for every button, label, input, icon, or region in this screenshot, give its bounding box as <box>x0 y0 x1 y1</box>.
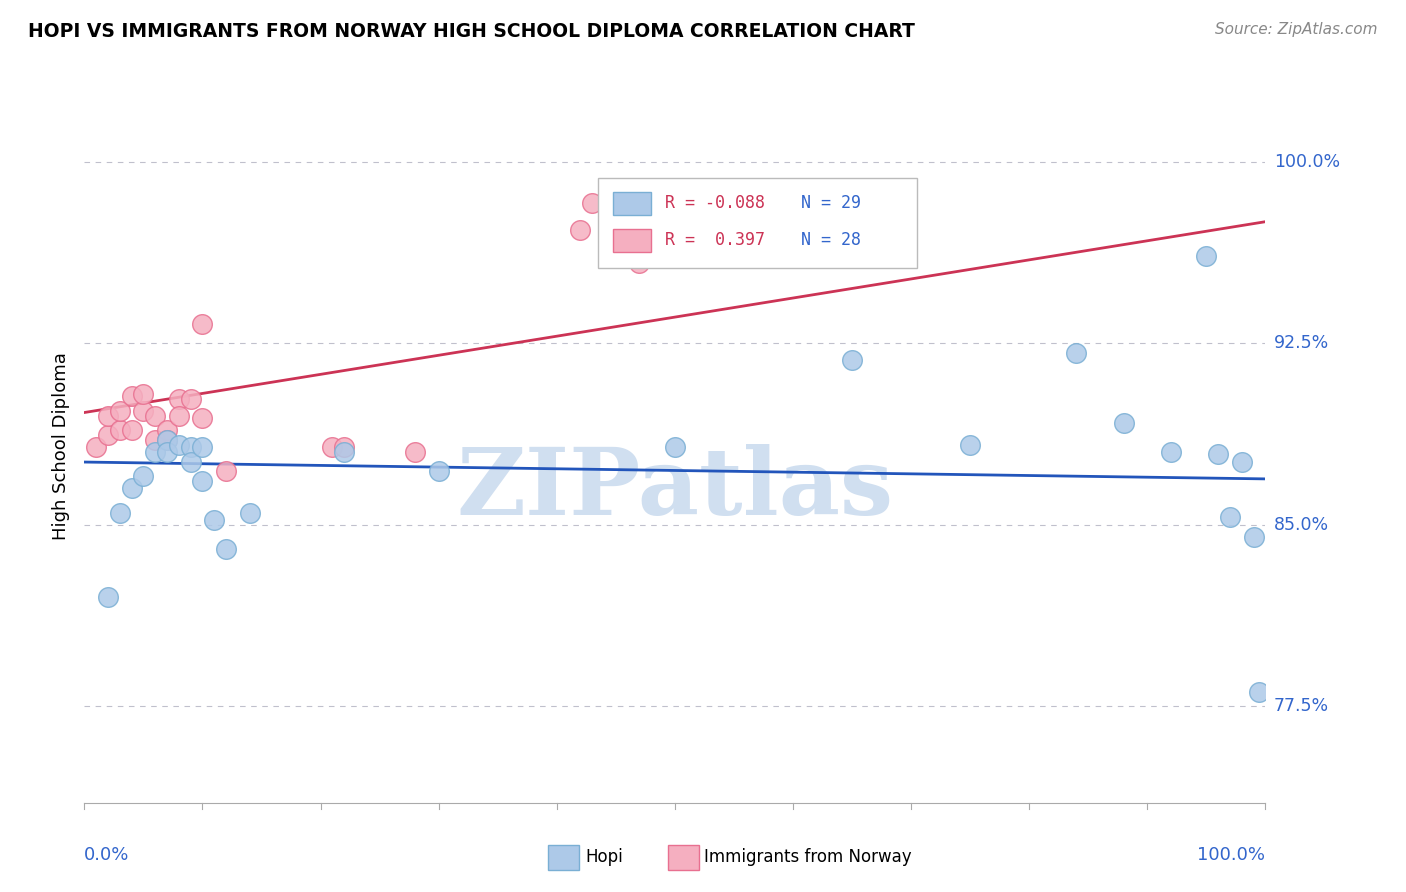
FancyBboxPatch shape <box>613 229 651 252</box>
Point <box>132 469 155 483</box>
Point <box>108 506 131 520</box>
Point <box>167 409 190 423</box>
Point <box>1112 416 1135 430</box>
Point <box>1219 510 1241 524</box>
Point <box>215 541 238 556</box>
Point <box>841 353 863 368</box>
Point <box>167 438 190 452</box>
Point <box>180 392 202 406</box>
Y-axis label: High School Diploma: High School Diploma <box>52 352 70 540</box>
Point <box>404 445 426 459</box>
Point <box>132 387 155 401</box>
Text: N = 29: N = 29 <box>801 194 862 212</box>
Point <box>191 440 214 454</box>
Point <box>156 433 179 447</box>
Point <box>156 445 179 459</box>
Point <box>108 404 131 418</box>
Point <box>180 455 202 469</box>
Point <box>143 409 166 423</box>
Point <box>202 513 225 527</box>
Text: ZIPatlas: ZIPatlas <box>457 444 893 533</box>
FancyBboxPatch shape <box>598 178 917 268</box>
Point <box>143 433 166 447</box>
Point <box>84 440 107 454</box>
Point <box>1195 249 1218 263</box>
Point <box>121 389 143 403</box>
Point <box>180 440 202 454</box>
Point <box>333 445 356 459</box>
Point <box>333 440 356 454</box>
Text: Source: ZipAtlas.com: Source: ZipAtlas.com <box>1215 22 1378 37</box>
Point <box>664 244 686 259</box>
Point <box>1066 346 1088 360</box>
Point <box>191 474 214 488</box>
Point <box>156 433 179 447</box>
Point <box>581 195 603 210</box>
Point <box>191 411 214 425</box>
Point <box>1243 530 1265 544</box>
Point <box>97 428 120 442</box>
Point <box>239 506 262 520</box>
Point <box>321 440 343 454</box>
Point <box>97 590 120 604</box>
Text: 92.5%: 92.5% <box>1274 334 1329 352</box>
Text: R = -0.088: R = -0.088 <box>665 194 765 212</box>
Point <box>569 222 592 236</box>
Point <box>664 208 686 222</box>
Text: R =  0.397: R = 0.397 <box>665 232 765 250</box>
Point <box>121 481 143 495</box>
Text: N = 28: N = 28 <box>801 232 862 250</box>
Point <box>1249 684 1271 698</box>
Text: 100.0%: 100.0% <box>1274 153 1340 170</box>
FancyBboxPatch shape <box>613 192 651 215</box>
Point <box>664 440 686 454</box>
Point <box>1160 445 1182 459</box>
Point <box>1230 455 1253 469</box>
Point <box>215 464 238 478</box>
Text: 0.0%: 0.0% <box>84 846 129 863</box>
Point <box>688 220 710 235</box>
Point <box>121 423 143 437</box>
Text: Immigrants from Norway: Immigrants from Norway <box>704 848 912 866</box>
Point <box>132 404 155 418</box>
Text: 100.0%: 100.0% <box>1198 846 1265 863</box>
Point <box>156 423 179 437</box>
Text: 77.5%: 77.5% <box>1274 697 1329 715</box>
Point <box>959 438 981 452</box>
Point <box>167 392 190 406</box>
Point <box>191 317 214 331</box>
Text: HOPI VS IMMIGRANTS FROM NORWAY HIGH SCHOOL DIPLOMA CORRELATION CHART: HOPI VS IMMIGRANTS FROM NORWAY HIGH SCHO… <box>28 22 915 41</box>
Point <box>108 423 131 437</box>
Point <box>427 464 450 478</box>
Text: Hopi: Hopi <box>585 848 623 866</box>
Point <box>1206 447 1229 461</box>
Point <box>143 445 166 459</box>
Point <box>628 256 651 270</box>
Point <box>97 409 120 423</box>
Text: 85.0%: 85.0% <box>1274 516 1329 533</box>
